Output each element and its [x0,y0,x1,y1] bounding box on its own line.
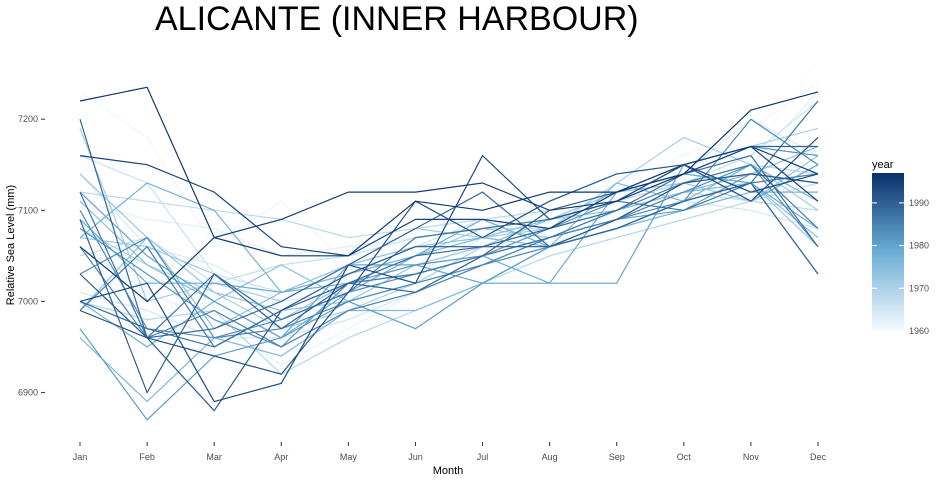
y-axis: 6900 7000 7100 7200 [18,114,45,397]
series-line-1974 [79,182,819,330]
x-tick-label: Aug [542,452,558,462]
x-tick-label: Jan [73,452,88,462]
y-tick-label: 6900 [18,387,38,397]
series-line-1996 [79,86,819,257]
y-tick-label: 7100 [18,205,38,215]
x-tick-label: Nov [743,452,760,462]
legend-tick-label: 1990 [909,198,929,208]
series-line-1987 [79,100,819,339]
series-line-1976 [79,164,819,403]
x-tick-label: Mar [206,452,222,462]
series-line-1981 [79,173,819,421]
x-tick-label: Oct [677,452,692,462]
legend-colorbar [872,173,904,331]
legend-tick-label: 1980 [909,241,929,251]
x-axis: Jan Feb Mar Apr May Jun Jul Aug Sep Oct Nov Dec [73,442,827,462]
y-tick-label: 7000 [18,296,38,306]
series-lines [79,59,819,421]
series-line-1991 [79,173,819,412]
x-tick-label: Jul [477,452,489,462]
series-line-1969 [79,200,819,375]
x-tick-label: Dec [810,452,827,462]
series-line-1994 [79,145,819,257]
x-axis-title: Month [433,465,464,477]
legend-tick-label: 1960 [909,326,929,336]
chart-title: ALICANTE (INNER HARBOUR) [155,0,639,38]
x-tick-label: Apr [274,452,288,462]
series-line-1966 [79,100,819,293]
x-tick-label: Feb [139,452,155,462]
x-tick-label: Sep [609,452,625,462]
x-tick-label: Jun [408,452,423,462]
legend-title: year [872,159,894,171]
color-legend: year 1960 1970 1980 1990 [872,159,929,336]
series-line-1962 [79,173,819,366]
y-tick-label: 7200 [18,114,38,124]
series-line-1990 [79,145,818,394]
x-tick-label: May [340,452,358,462]
legend-tick-label: 1970 [909,283,929,293]
y-axis-title: Relative Sea Level (mm) [5,185,17,305]
series-line-1989 [79,119,819,339]
series-line-1995 [79,145,819,303]
